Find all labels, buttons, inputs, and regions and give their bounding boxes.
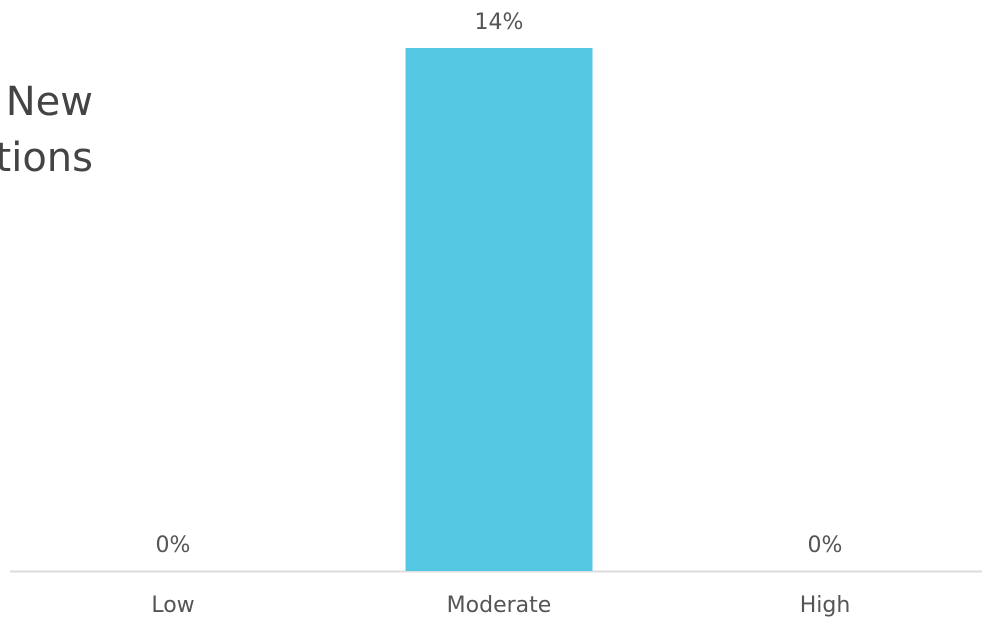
chart-title: tions (0, 135, 93, 181)
value-label: 14% (475, 10, 524, 35)
bar (405, 48, 593, 571)
value-label: 0% (808, 533, 843, 558)
x-tick-label: Moderate (447, 593, 552, 618)
x-tick-label: High (800, 593, 851, 618)
chart-title: New (6, 79, 93, 125)
x-tick-label: Low (151, 593, 194, 618)
value-label: 0% (156, 533, 191, 558)
